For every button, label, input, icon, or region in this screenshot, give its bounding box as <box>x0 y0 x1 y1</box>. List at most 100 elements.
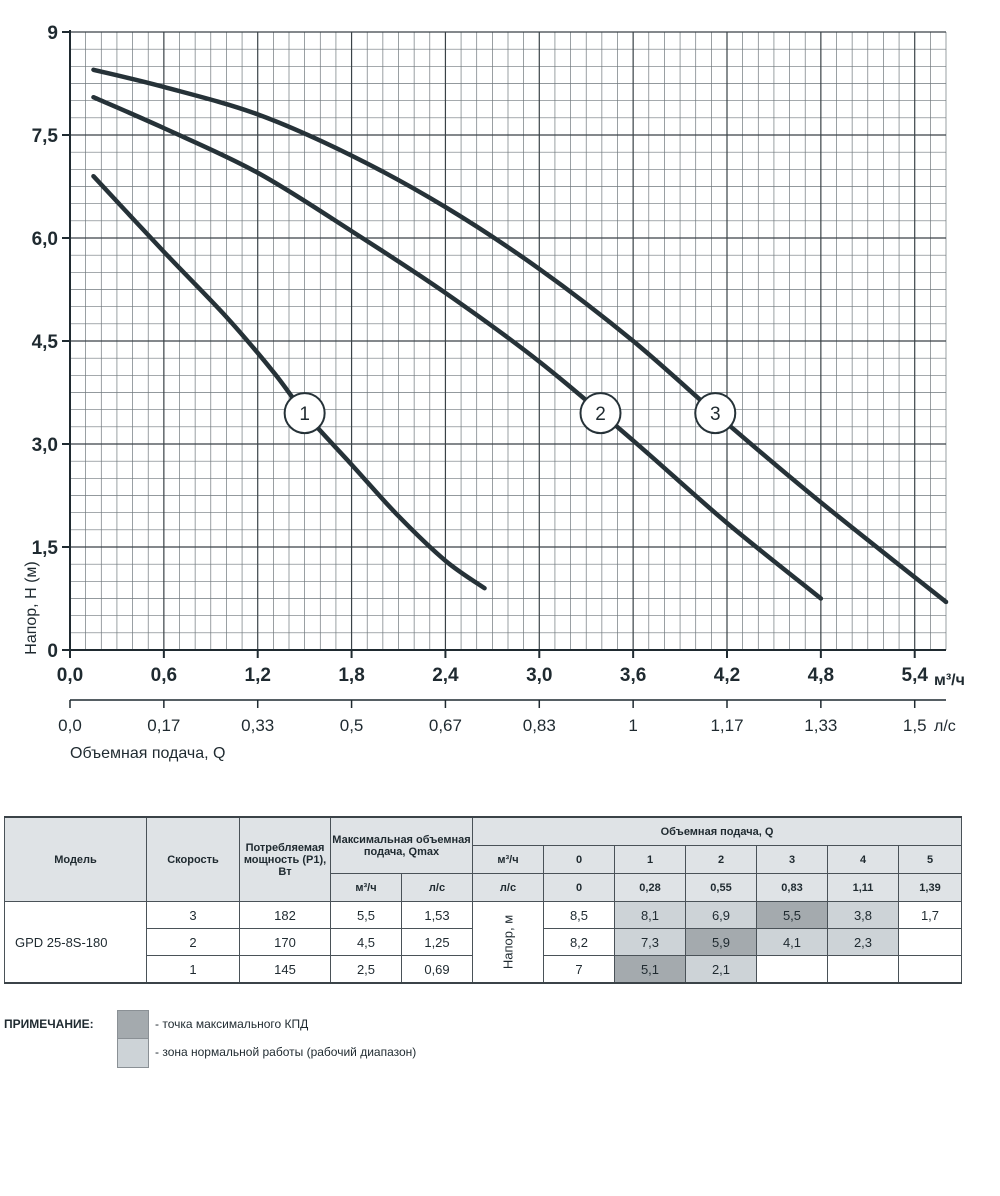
head-label-cell: Напор, м <box>472 901 544 984</box>
flow-ls-col-2: 0,55 <box>685 873 757 902</box>
flow-col-5: 5 <box>898 845 962 874</box>
head-cell: 7,3 <box>614 928 686 956</box>
flow-ls-col-5: 1,39 <box>898 873 962 902</box>
power-cell: 145 <box>239 955 331 984</box>
y-tick-label: 4,5 <box>32 332 59 353</box>
head-cell: 4,1 <box>756 928 828 956</box>
header-flow: Объемная подача, Q <box>472 816 962 846</box>
x-tick-label: 3,6 <box>620 665 646 686</box>
x-tick-label: 3,0 <box>526 665 552 686</box>
head-cell: 8,2 <box>543 928 615 956</box>
flow-col-0: 0 <box>543 845 615 874</box>
curve-label-circle <box>283 392 326 435</box>
table-row: 1 145 2,5 0,69 7 5,1 2,1 <box>5 955 962 984</box>
max-efficiency-label: - точка максимального КПД <box>155 1017 309 1031</box>
qmax-ls-cell: 0,69 <box>401 955 473 984</box>
head-cell: 8,5 <box>543 901 615 929</box>
header-flow-unit-ls: л/с <box>472 873 544 902</box>
head-cell: 5,5 <box>756 901 828 929</box>
curve-label: 2 <box>595 404 606 425</box>
head-cell <box>756 955 828 984</box>
x-tick-label: 0,0 <box>57 665 83 686</box>
head-cell: 1,7 <box>898 901 962 929</box>
x-tick-label: 1,2 <box>245 665 271 686</box>
x2-axis-unit: л/с <box>934 718 956 735</box>
curve-label: 1 <box>299 404 310 425</box>
performance-table: Модель Скорость Потребляемая мощность (P… <box>4 816 962 984</box>
x2-tick-labels: 0,0 0,17 0,33 0,5 0,67 0,83 1 1,17 1,33 1,5 <box>58 700 927 735</box>
flow-ls-col-4: 1,11 <box>827 873 899 902</box>
curve-label-circle <box>694 392 737 435</box>
head-cell <box>827 955 899 984</box>
y-axis-label: Напор, H (м) <box>23 561 40 654</box>
head-cell: 6,9 <box>685 901 757 929</box>
flow-ls-col-0: 0 <box>543 873 615 902</box>
x-tick-label: 2,4 <box>432 665 459 686</box>
curve-label-circle <box>579 392 622 435</box>
speed-cell: 2 <box>146 928 240 956</box>
x2-tick-label: 0,83 <box>523 716 556 735</box>
flow-col-2: 2 <box>685 845 757 874</box>
y-tick-label: 7,5 <box>32 126 59 147</box>
legend-note: ПРИМЕЧАНИЕ: - точка максимального КПД - … <box>4 1010 604 1070</box>
head-cell: 8,1 <box>614 901 686 929</box>
qmax-m3h-cell: 5,5 <box>330 901 402 929</box>
speed-cell: 1 <box>146 955 240 984</box>
x-tick-label: 4,2 <box>714 665 740 686</box>
head-cell: 2,3 <box>827 928 899 956</box>
note-title: ПРИМЕЧАНИЕ: <box>4 1017 94 1031</box>
header-qmax: Максимальная объемная подача, Qmax <box>330 816 473 874</box>
head-cell: 2,1 <box>685 955 757 984</box>
working-range-label: - зона нормальной работы (рабочий диапаз… <box>155 1045 417 1059</box>
x-tick-labels: 0,0 0,6 1,2 1,8 2,4 3,0 3,6 4,2 4,8 5,4 <box>57 650 929 686</box>
pump-curves: 1 2 3 <box>91 67 949 605</box>
head-cell: 5,1 <box>614 955 686 984</box>
curve-speed-2 <box>91 94 824 601</box>
head-cell <box>898 928 962 956</box>
x-tick-label: 1,8 <box>338 665 364 686</box>
x2-tick-label: 1,17 <box>710 716 743 735</box>
qmax-m3h-cell: 2,5 <box>330 955 402 984</box>
x-tick-label: 0,6 <box>151 665 177 686</box>
qmax-ls-cell: 1,53 <box>401 901 473 929</box>
flow-ls-col-1: 0,28 <box>614 873 686 902</box>
header-speed: Скорость <box>146 816 240 902</box>
table-row: GPD 25-8S-180 3 182 5,5 1,53 Напор, м 8,… <box>4 901 962 984</box>
y-tick-label: 6,0 <box>32 229 58 250</box>
x2-tick-label: 0,33 <box>241 716 274 735</box>
flow-col-4: 4 <box>827 845 899 874</box>
power-cell: 170 <box>239 928 331 956</box>
qmax-m3h-cell: 4,5 <box>330 928 402 956</box>
header-flow-unit-m3h: м³/ч <box>472 845 544 874</box>
flow-ls-col-3: 0,83 <box>756 873 828 902</box>
curve-speed-3 <box>91 67 949 605</box>
curve-label: 3 <box>710 404 721 425</box>
flow-col-1: 1 <box>614 845 686 874</box>
y-tick-labels: 0 1,5 3,0 4,5 6,0 7,5 9 <box>32 23 70 662</box>
x2-tick-label: 1 <box>628 716 637 735</box>
x-tick-label: 5,4 <box>902 665 929 686</box>
working-range-swatch <box>117 1038 149 1068</box>
qmax-ls-cell: 1,25 <box>401 928 473 956</box>
x2-tick-label: 0,17 <box>147 716 180 735</box>
x2-tick-label: 0,67 <box>429 716 462 735</box>
x2-tick-label: 0,5 <box>340 716 364 735</box>
y-tick-label: 9 <box>47 23 58 44</box>
max-efficiency-swatch <box>117 1010 149 1040</box>
head-cell: 3,8 <box>827 901 899 929</box>
table-row: 2 170 4,5 1,25 8,2 7,3 5,9 4,1 2,3 <box>5 928 962 956</box>
x2-tick-label: 0,0 <box>58 716 82 735</box>
speed-cell: 3 <box>146 901 240 929</box>
y-tick-label: 3,0 <box>32 435 58 456</box>
head-flow-chart: 0 1,5 3,0 4,5 6,0 7,5 9 0,0 0,6 1,2 1,8 2,4 3,0 3,6 4… <box>23 23 965 762</box>
power-cell: 182 <box>239 901 331 929</box>
header-power: Потребляемая мощность (P1), Вт <box>239 816 331 902</box>
x-tick-label: 4,8 <box>808 665 834 686</box>
chart-axes <box>62 30 946 701</box>
y-tick-label: 0 <box>47 641 58 662</box>
header-model: Модель <box>4 816 147 902</box>
header-qmax-m3h: м³/ч <box>330 873 402 902</box>
x2-tick-label: 1,5 <box>903 716 927 735</box>
y-tick-label: 1,5 <box>32 538 59 559</box>
head-cell: 5,9 <box>685 928 757 956</box>
